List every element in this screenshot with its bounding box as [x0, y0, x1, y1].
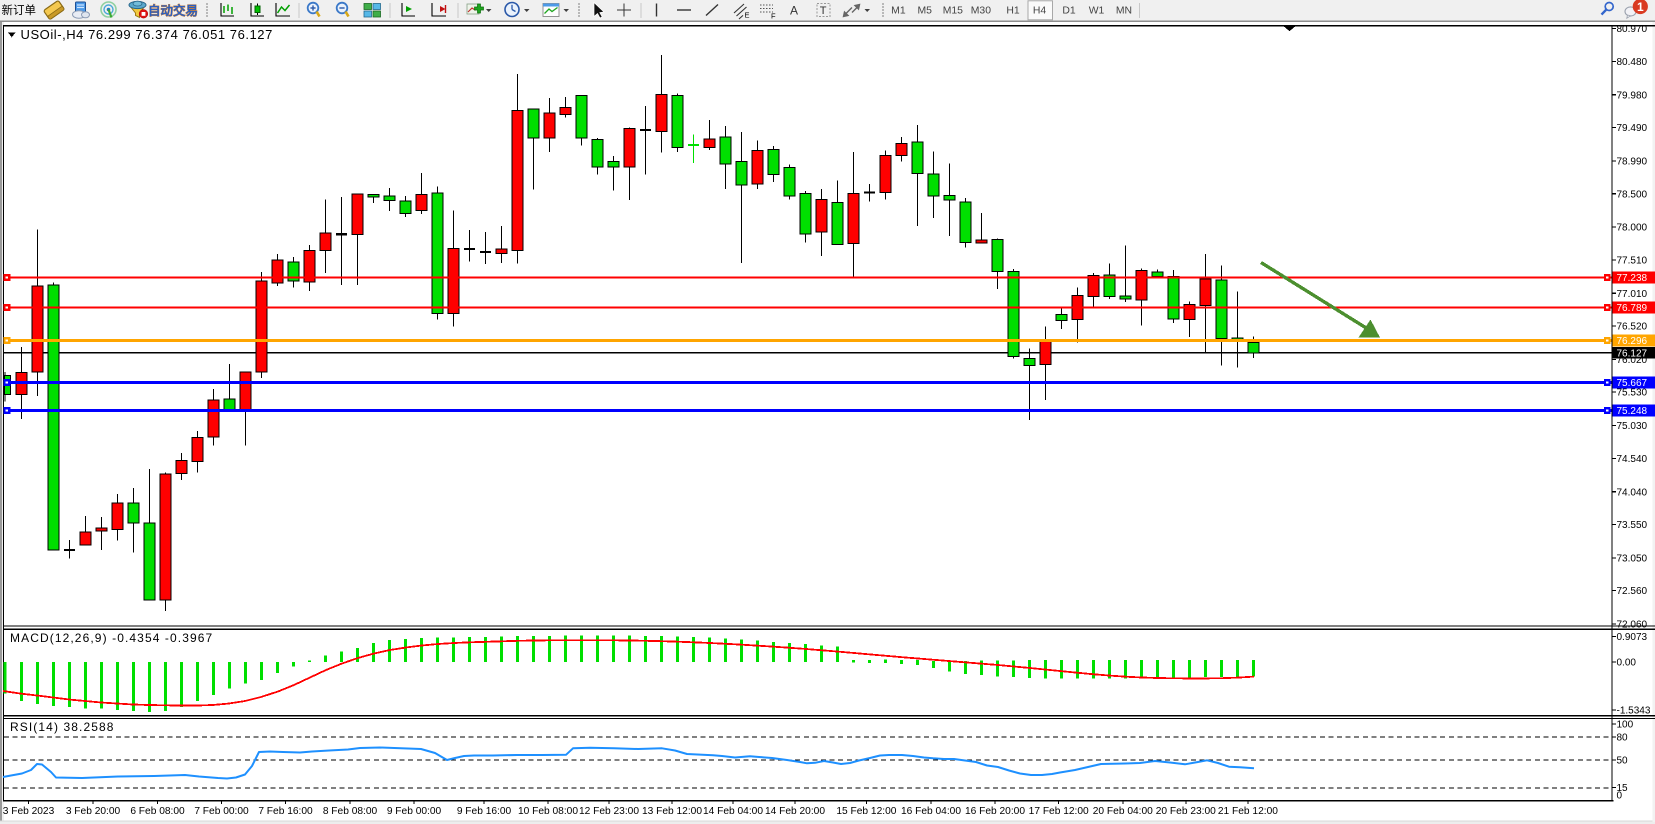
svg-text:77.010: 77.010 — [1617, 289, 1648, 300]
svg-text:100: 100 — [1617, 720, 1634, 731]
svg-text:14 Feb 04:00: 14 Feb 04:00 — [703, 806, 763, 817]
svg-text:76.296: 76.296 — [1617, 336, 1648, 347]
svg-text:76.020: 76.020 — [1617, 355, 1648, 366]
svg-text:H4: H4 — [1033, 6, 1047, 17]
svg-text:77.238: 77.238 — [1617, 273, 1648, 284]
svg-text:16 Feb 20:00: 16 Feb 20:00 — [965, 806, 1025, 817]
svg-text:77.510: 77.510 — [1617, 256, 1648, 267]
svg-text:-1.5343: -1.5343 — [1617, 706, 1651, 717]
svg-text:20 Feb 04:00: 20 Feb 04:00 — [1093, 806, 1153, 817]
svg-text:3 Feb 20:00: 3 Feb 20:00 — [66, 806, 121, 817]
svg-text:20 Feb 23:00: 20 Feb 23:00 — [1156, 806, 1216, 817]
svg-text:12 Feb 23:00: 12 Feb 23:00 — [579, 806, 639, 817]
svg-text:M1: M1 — [891, 6, 906, 17]
svg-text:76.127: 76.127 — [1617, 348, 1648, 359]
svg-text:78.000: 78.000 — [1617, 223, 1648, 234]
svg-text:79.980: 79.980 — [1617, 90, 1648, 101]
svg-text:76.789: 76.789 — [1617, 303, 1648, 314]
svg-text:10 Feb 08:00: 10 Feb 08:00 — [518, 806, 578, 817]
svg-text:0.9073: 0.9073 — [1617, 632, 1648, 643]
svg-text:E: E — [745, 11, 750, 20]
svg-text:0.00: 0.00 — [1617, 658, 1637, 669]
svg-text:15: 15 — [1617, 783, 1629, 794]
svg-text:79.490: 79.490 — [1617, 123, 1648, 134]
svg-text:80.970: 80.970 — [1617, 24, 1648, 35]
svg-text:73.050: 73.050 — [1617, 554, 1648, 565]
svg-text:8 Feb 08:00: 8 Feb 08:00 — [323, 806, 378, 817]
svg-text:72.060: 72.060 — [1617, 620, 1648, 631]
svg-text:6 Feb 08:00: 6 Feb 08:00 — [130, 806, 185, 817]
svg-text:73.550: 73.550 — [1617, 520, 1648, 531]
svg-text:T: T — [820, 5, 827, 17]
svg-text:MN: MN — [1116, 6, 1132, 17]
svg-text:F: F — [771, 12, 776, 21]
svg-text:75.030: 75.030 — [1617, 421, 1648, 432]
svg-text:80.480: 80.480 — [1617, 57, 1648, 68]
svg-text:1: 1 — [1637, 0, 1644, 14]
svg-text:75.248: 75.248 — [1617, 406, 1648, 417]
svg-text:50: 50 — [1617, 756, 1629, 767]
svg-text:78.500: 78.500 — [1617, 189, 1648, 200]
svg-text:W1: W1 — [1089, 6, 1105, 17]
svg-text:74.040: 74.040 — [1617, 487, 1648, 498]
svg-text:76.520: 76.520 — [1617, 322, 1648, 333]
svg-text:21 Feb 12:00: 21 Feb 12:00 — [1218, 806, 1278, 817]
svg-text:72.560: 72.560 — [1617, 586, 1648, 597]
svg-text:75.530: 75.530 — [1617, 388, 1648, 399]
svg-text:RSI(14) 38.2588: RSI(14) 38.2588 — [10, 720, 115, 734]
svg-text:0: 0 — [1617, 790, 1623, 801]
svg-text:80: 80 — [1617, 733, 1629, 744]
svg-text:14 Feb 20:00: 14 Feb 20:00 — [765, 806, 825, 817]
svg-text:自动交易: 自动交易 — [148, 3, 198, 18]
svg-text:M15: M15 — [943, 6, 963, 17]
svg-text:78.990: 78.990 — [1617, 157, 1648, 168]
svg-text:75.667: 75.667 — [1617, 378, 1648, 389]
svg-text:D1: D1 — [1062, 6, 1076, 17]
svg-text:13 Feb 12:00: 13 Feb 12:00 — [642, 806, 702, 817]
svg-text:M5: M5 — [917, 6, 932, 17]
svg-text:M30: M30 — [971, 6, 991, 17]
svg-text:A: A — [790, 4, 798, 18]
svg-text:7 Feb 16:00: 7 Feb 16:00 — [258, 806, 313, 817]
svg-text:H1: H1 — [1006, 6, 1020, 17]
svg-text:USOil-,H4 76.299 76.374 76.05: USOil-,H4 76.299 76.374 76.051 76.127 — [21, 27, 273, 42]
svg-text:15 Feb 12:00: 15 Feb 12:00 — [836, 806, 896, 817]
svg-text:3 Feb 2023: 3 Feb 2023 — [3, 806, 55, 817]
svg-text:9 Feb 00:00: 9 Feb 00:00 — [387, 806, 442, 817]
svg-text:17 Feb 12:00: 17 Feb 12:00 — [1029, 806, 1089, 817]
svg-text:9 Feb 16:00: 9 Feb 16:00 — [457, 806, 512, 817]
svg-text:7 Feb 00:00: 7 Feb 00:00 — [194, 806, 249, 817]
svg-text:MACD(12,26,9) -0.4354 -0.3967: MACD(12,26,9) -0.4354 -0.3967 — [10, 631, 213, 645]
svg-text:74.540: 74.540 — [1617, 454, 1648, 465]
svg-text:16 Feb 04:00: 16 Feb 04:00 — [901, 806, 961, 817]
svg-text:新订单: 新订单 — [2, 3, 37, 17]
